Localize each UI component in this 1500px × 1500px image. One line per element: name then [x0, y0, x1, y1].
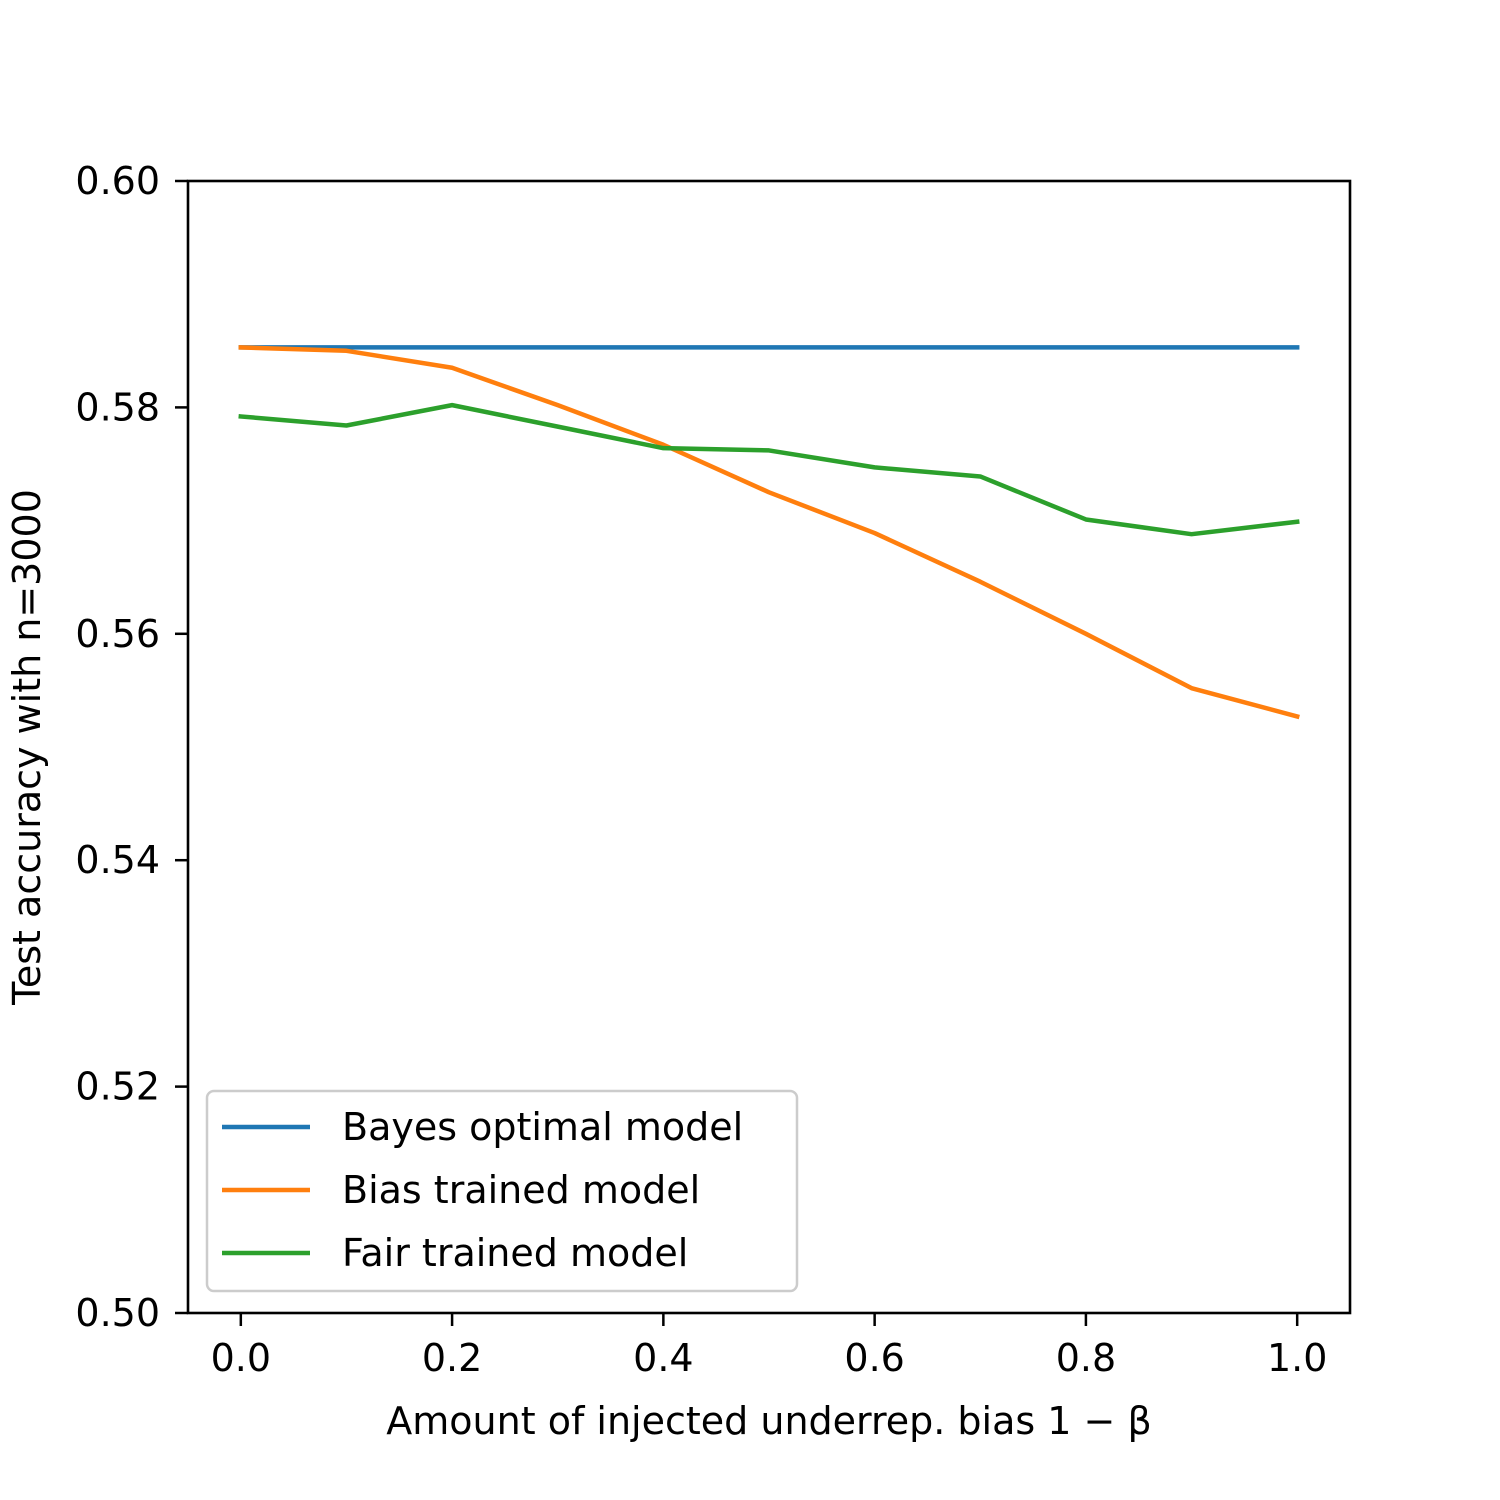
legend-box	[205, 1089, 799, 1293]
plot-frame	[186, 179, 1352, 1315]
series-line-3	[238, 402, 1300, 537]
x-axis-label: Amount of injected underrep. bias 1 − β	[386, 1399, 1151, 1443]
legend-label-3: Fair trained model	[342, 1231, 688, 1275]
y-tick-label: 0.52	[75, 1065, 160, 1109]
legend-label-1: Bayes optimal model	[342, 1105, 743, 1149]
y-tick-label: 0.54	[75, 838, 160, 882]
x-tick-label: 0.4	[633, 1336, 693, 1380]
legend: Bayes optimal model Bias trained model Fai…	[205, 1089, 799, 1293]
x-tick-label: 0.6	[844, 1336, 904, 1380]
x-tick-label: 0.2	[422, 1336, 482, 1380]
y-tick-label: 0.56	[75, 612, 160, 656]
x-tick-label: 0.0	[211, 1336, 271, 1380]
y-tick-label: 0.60	[75, 159, 160, 203]
series-line-2	[238, 345, 1300, 720]
x-tick-label: 1.0	[1267, 1336, 1327, 1380]
x-axis: 0.0 0.2 0.4 0.6 0.8 1.0	[211, 1313, 1327, 1380]
series-layer	[238, 345, 1300, 720]
x-tick-label: 0.8	[1056, 1336, 1116, 1380]
y-axis-label: Test accuracy with n=3000	[5, 489, 49, 1006]
y-tick-label: 0.58	[75, 385, 160, 429]
y-axis: 0.50 0.52 0.54 0.56 0.58 0.60	[75, 159, 188, 1335]
legend-label-2: Bias trained model	[342, 1168, 700, 1212]
y-tick-label: 0.50	[75, 1291, 160, 1335]
